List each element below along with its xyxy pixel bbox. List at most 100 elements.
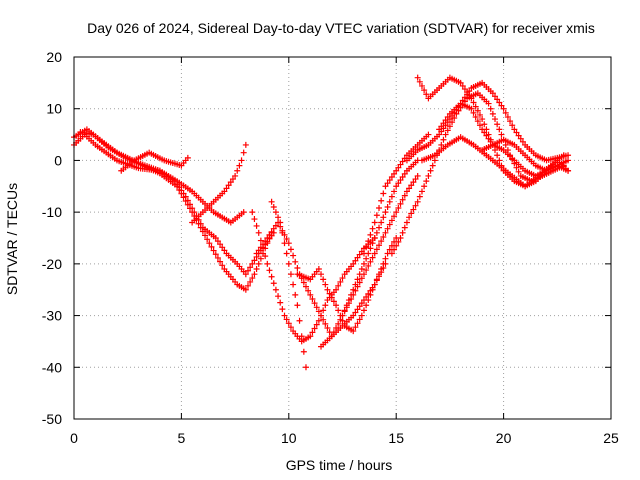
- data-point: [427, 167, 434, 174]
- data-point: [300, 348, 307, 355]
- x-tick-label: 0: [70, 430, 78, 446]
- data-point: [292, 291, 299, 298]
- data-point: [412, 202, 419, 209]
- data-points: [71, 74, 572, 371]
- data-point: [283, 250, 290, 257]
- data-point: [399, 173, 406, 180]
- data-point: [378, 219, 385, 226]
- data-point: [311, 325, 318, 332]
- data-point: [464, 89, 471, 96]
- data-point: [320, 316, 327, 323]
- x-tick-label: 10: [281, 430, 297, 446]
- data-point: [367, 258, 374, 265]
- y-tick-label: 20: [46, 49, 62, 65]
- data-point: [489, 90, 496, 97]
- data-point: [272, 209, 279, 216]
- data-point: [253, 266, 260, 273]
- data-point: [354, 306, 361, 313]
- data-point: [242, 271, 249, 278]
- data-point: [358, 275, 365, 282]
- data-point: [195, 220, 202, 227]
- data-point: [509, 122, 516, 129]
- data-point: [466, 92, 473, 99]
- x-axis-label: GPS time / hours: [286, 457, 393, 473]
- data-series: [118, 149, 191, 174]
- data-point: [403, 219, 410, 226]
- data-point: [350, 312, 357, 319]
- y-axis-label: SDTVAR / TECUs: [4, 183, 20, 295]
- data-point: [388, 217, 395, 224]
- data-point: [242, 141, 249, 148]
- data-point: [352, 324, 359, 331]
- data-point: [335, 282, 342, 289]
- data-point: [236, 162, 243, 169]
- data-point: [296, 317, 303, 324]
- data-point: [474, 118, 481, 125]
- data-point: [363, 255, 370, 262]
- data-point: [322, 320, 329, 327]
- data-point: [174, 183, 181, 190]
- data-point: [423, 91, 430, 98]
- data-point: [249, 260, 256, 267]
- data-point: [197, 224, 204, 231]
- data-point: [275, 214, 282, 221]
- data-point: [369, 240, 376, 247]
- y-tick-label: -40: [42, 359, 62, 375]
- data-point: [260, 241, 267, 248]
- x-tick-label: 20: [496, 430, 512, 446]
- data-series: [77, 128, 275, 293]
- data-point: [485, 135, 492, 142]
- data-point: [365, 238, 372, 245]
- data-point: [262, 238, 269, 245]
- data-point: [294, 302, 301, 309]
- data-point: [423, 178, 430, 185]
- data-point: [468, 105, 475, 112]
- data-point: [494, 152, 501, 159]
- data-point: [395, 164, 402, 171]
- data-point: [221, 188, 228, 195]
- data-point: [363, 244, 370, 251]
- data-point: [418, 82, 425, 89]
- data-point: [356, 303, 363, 310]
- data-point: [444, 127, 451, 134]
- data-point: [378, 238, 385, 245]
- data-point: [318, 271, 325, 278]
- data-point: [479, 116, 486, 123]
- data-point: [249, 275, 256, 282]
- data-point: [268, 273, 275, 280]
- data-point: [393, 209, 400, 216]
- data-point: [399, 229, 406, 236]
- data-point: [513, 129, 520, 136]
- data-point: [189, 209, 196, 216]
- data-point: [354, 320, 361, 327]
- data-point: [182, 198, 189, 205]
- data-point: [373, 212, 380, 219]
- data-point: [268, 198, 275, 205]
- data-point: [371, 281, 378, 288]
- data-point: [208, 243, 215, 250]
- data-point: [283, 316, 290, 323]
- data-point: [442, 131, 449, 138]
- data-point: [378, 266, 385, 273]
- plot-frame: [73, 56, 612, 420]
- data-point: [412, 176, 419, 183]
- data-point: [376, 224, 383, 231]
- data-point: [352, 257, 359, 264]
- data-point: [300, 279, 307, 286]
- data-point: [496, 99, 503, 106]
- data-point: [408, 182, 415, 189]
- data-point: [373, 276, 380, 283]
- data-point: [217, 241, 224, 248]
- data-point: [436, 126, 443, 133]
- data-point: [457, 79, 464, 86]
- data-point: [244, 267, 251, 274]
- data-point: [391, 246, 398, 253]
- data-point: [378, 197, 385, 204]
- data-point: [418, 188, 425, 195]
- data-point: [251, 216, 258, 223]
- data-point: [485, 100, 492, 107]
- data-point: [307, 333, 314, 340]
- data-point: [251, 257, 258, 264]
- data-point: [397, 200, 404, 207]
- data-point: [498, 131, 505, 138]
